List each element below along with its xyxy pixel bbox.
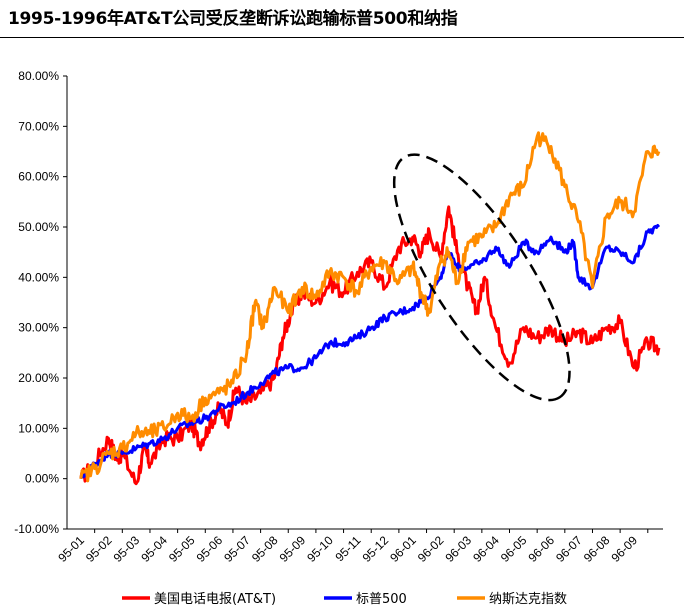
x-tick-label: 95-11 bbox=[333, 533, 364, 564]
y-tick-label: 70.00% bbox=[18, 119, 59, 133]
x-tick-label: 95-12 bbox=[360, 533, 392, 565]
x-tick-label: 95-02 bbox=[83, 533, 115, 565]
chart-title: 1995-1996年AT&T公司受反垄断诉讼跑输标普500和纳指 bbox=[8, 9, 458, 29]
x-tick-label: 96-01 bbox=[387, 533, 419, 565]
y-tick-label: 80.00% bbox=[18, 69, 59, 83]
y-tick-label: 10.00% bbox=[18, 421, 59, 435]
legend-label: 标普500 bbox=[356, 592, 407, 607]
y-tick-label: 40.00% bbox=[18, 270, 59, 284]
x-tick-label: 95-06 bbox=[194, 533, 226, 565]
x-tick-label: 95-09 bbox=[277, 533, 309, 565]
x-tick-label: 95-05 bbox=[166, 533, 198, 565]
x-tick-label: 96-06 bbox=[526, 533, 558, 565]
x-tick-label: 96-08 bbox=[581, 533, 613, 565]
y-tick-label: 50.00% bbox=[18, 220, 59, 234]
series-line-sp500 bbox=[79, 224, 661, 480]
x-tick-label: 96-05 bbox=[498, 533, 530, 565]
y-tick-label: 0.00% bbox=[25, 472, 59, 486]
x-tick-label: 96-09 bbox=[608, 533, 640, 565]
y-tick-label: 20.00% bbox=[18, 371, 59, 385]
y-tick-label: 60.00% bbox=[18, 170, 59, 184]
legend-label: 美国电话电报(AT&T) bbox=[154, 592, 276, 607]
x-tick-label: 95-03 bbox=[111, 533, 143, 565]
annotation-layer bbox=[392, 153, 571, 402]
x-tick-label: 96-04 bbox=[470, 533, 502, 565]
x-tick-label: 96-02 bbox=[415, 533, 447, 565]
series-layer bbox=[79, 131, 661, 486]
series-line-nasdaq bbox=[79, 131, 661, 483]
x-tick-label: 95-04 bbox=[138, 533, 170, 565]
x-tick-label: 95-01 bbox=[55, 533, 87, 565]
x-tick-label: 96-03 bbox=[443, 533, 475, 565]
x-tick-label: 95-08 bbox=[249, 533, 281, 565]
y-tick-label: 30.00% bbox=[18, 321, 59, 335]
title-divider bbox=[0, 37, 684, 38]
axes: -10.00% 0.00% 10.00% 20.00% 30.00% 40.00% 50.0… bbox=[14, 69, 663, 565]
y-tick-label: -10.00% bbox=[14, 522, 59, 536]
highlight-ellipse bbox=[392, 153, 571, 402]
legend-label: 纳斯达克指数 bbox=[489, 592, 567, 607]
x-tick-label: 95-10 bbox=[304, 533, 336, 565]
x-tick-label: 95-07 bbox=[221, 533, 253, 565]
x-tick-label: 96-07 bbox=[553, 533, 585, 565]
legend: 美国电话电报(AT&T) 标普500 纳斯达克指数 bbox=[122, 592, 567, 607]
